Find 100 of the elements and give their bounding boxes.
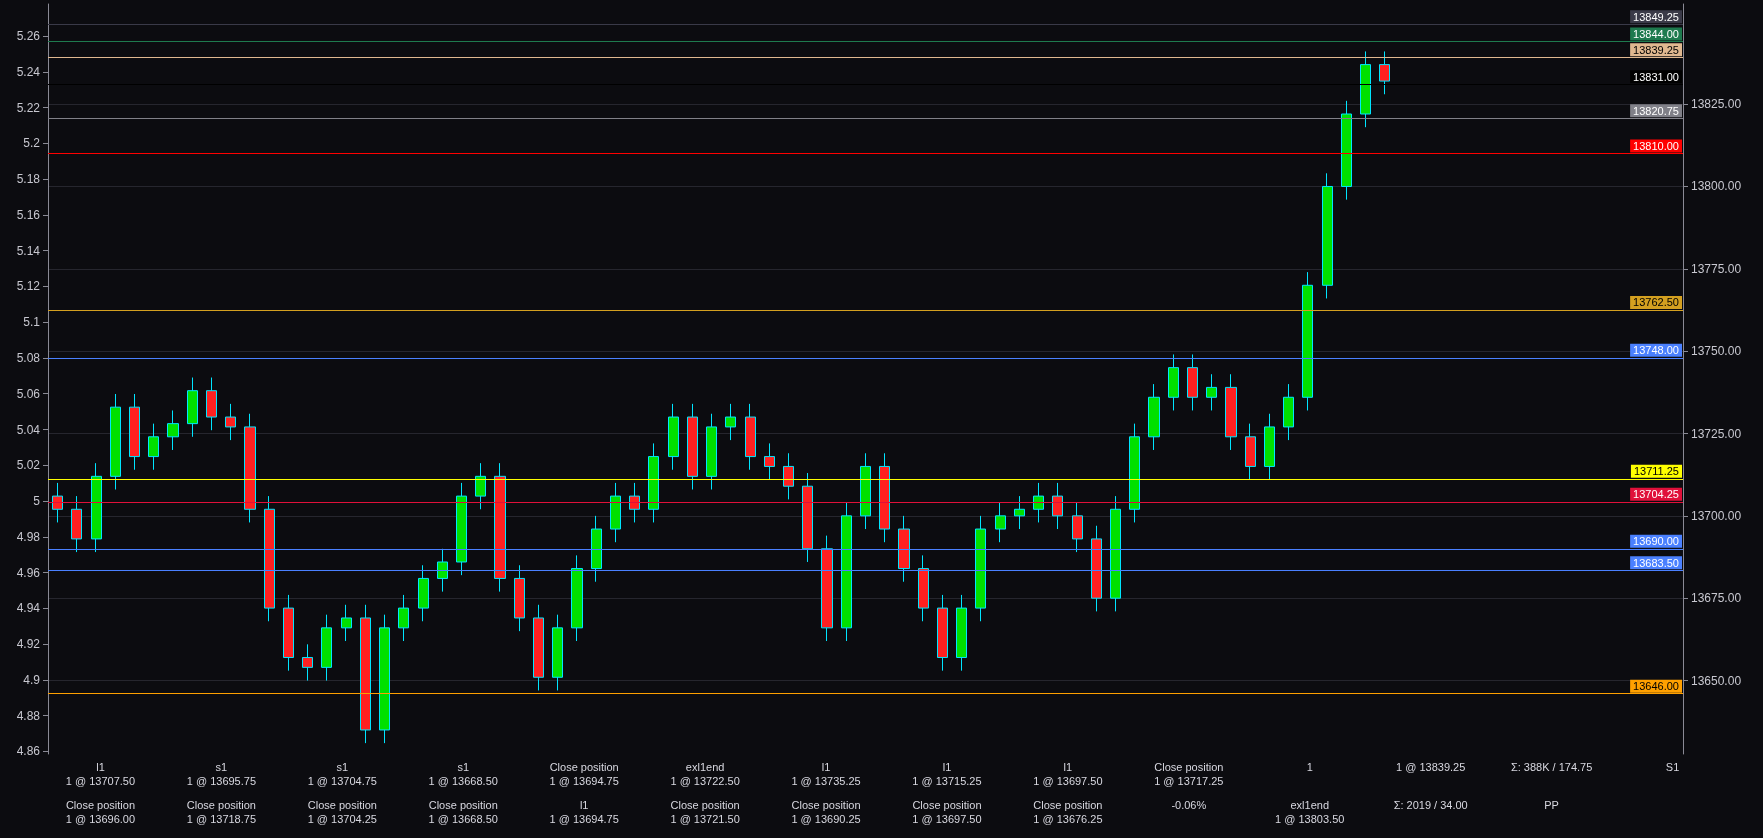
text: l1 1 @ 13697.50 (1033, 761, 1103, 787)
text: Σ: 388K / 174.75 (1510, 761, 1593, 773)
candlestick (898, 515, 910, 583)
candlestick (129, 393, 140, 471)
y2-tick-label: 5 (33, 494, 41, 509)
candlestick (821, 535, 833, 642)
candlestick (552, 614, 563, 691)
candlestick (244, 413, 256, 523)
text: 1 (1306, 761, 1313, 773)
y2-tick-label: 4.92 (16, 637, 41, 652)
candlestick (533, 604, 544, 691)
candlestick (283, 594, 294, 672)
text: Close position 1 @ 13718.75 (186, 799, 257, 825)
text: s1 1 @ 13668.50 (428, 761, 498, 787)
ref-line-label: 13762.50 (1633, 296, 1679, 309)
candlestick (206, 377, 217, 431)
y2-tick-label: 4.96 (16, 565, 41, 580)
candlestick (110, 393, 121, 491)
candlestick (629, 482, 640, 523)
y2-tick-label: 5.08 (16, 350, 41, 365)
y2-tick-label: 4.86 (16, 744, 41, 759)
y2-tick-label: 5.02 (16, 458, 41, 473)
candlestick (1245, 423, 1256, 481)
y2-tick-label: 5.26 (16, 29, 41, 44)
candlestick (975, 515, 986, 622)
y2-tick-label: 5.24 (16, 64, 41, 79)
candlestick (1129, 423, 1140, 523)
candlestick (1148, 383, 1160, 451)
y-tick-label: 13750.00 (1691, 344, 1742, 359)
text: l1 1 @ 13715.25 (912, 761, 982, 787)
candlestick (802, 472, 813, 563)
text: 1 @ 13839.25 (1396, 761, 1466, 773)
candlestick (1322, 172, 1333, 299)
text: Close position 1 @ 13704.25 (307, 799, 377, 825)
y-tick-label: 13700.00 (1691, 508, 1742, 523)
candlestick (841, 502, 852, 642)
y-tick-label: 13675.00 (1691, 591, 1742, 606)
candlestick (437, 548, 448, 593)
candlestick (1072, 502, 1083, 553)
candlestick (514, 564, 525, 632)
candlestick (1014, 495, 1025, 530)
text: s1 1 @ 13695.75 (186, 761, 257, 787)
text: Close position 1 @ 13717.25 (1154, 761, 1224, 787)
y2-tick-label: 5.06 (16, 386, 41, 401)
ref-line-label: 13844.00 (1633, 28, 1679, 41)
candlestick (591, 515, 602, 583)
candlestick (648, 442, 659, 523)
y-tick-label: 13825.00 (1691, 97, 1742, 112)
candlestick (187, 377, 198, 438)
y2-tick-label: 5.22 (16, 100, 41, 115)
candlestick (725, 403, 736, 441)
candlestick (456, 482, 467, 576)
candlestick (148, 423, 159, 471)
ref-line-label: 13748.00 (1633, 344, 1679, 357)
candlestick (321, 614, 332, 682)
text: Close position 1 @ 13668.50 (428, 799, 498, 825)
candlestick (1033, 482, 1044, 523)
y2-tick-label: 5.12 (16, 279, 41, 294)
text: Close position 1 @ 13697.50 (912, 799, 982, 825)
ref-line-label: 13849.25 (1633, 10, 1679, 23)
candlestick (1302, 271, 1313, 411)
candlestick (494, 462, 506, 593)
y2-tick-label: 4.9 (23, 672, 41, 687)
candlestick (1052, 482, 1063, 530)
text: exl1end 1 @ 13722.50 (670, 761, 740, 787)
y2-tick-label: 5.04 (16, 422, 41, 437)
candlestick (918, 554, 929, 622)
y-tick-label: 13800.00 (1691, 179, 1742, 194)
candlestick (302, 643, 313, 682)
y2-tick-label: 5.14 (16, 243, 41, 258)
y-tick-label: 13725.00 (1691, 426, 1742, 441)
ref-line-label: 13711.25 (1633, 465, 1679, 478)
text: PP (1544, 799, 1559, 811)
y2-tick-label: 4.94 (16, 601, 41, 616)
text: l1 1 @ 13694.75 (549, 799, 619, 825)
text: Close position 1 @ 13676.25 (1033, 799, 1103, 825)
text: l1 1 @ 13735.25 (791, 761, 861, 787)
ref-line-label: 13690.00 (1633, 535, 1679, 548)
candlestick (341, 604, 352, 642)
candlestick (668, 403, 679, 471)
candlestick (225, 403, 236, 441)
candlestick (860, 452, 871, 530)
candlestick (1225, 373, 1237, 451)
y-tick-label: 13775.00 (1691, 261, 1742, 276)
candlestick (706, 413, 717, 491)
candlestick (418, 564, 429, 622)
ref-line-label: 13839.25 (1633, 43, 1679, 56)
candlestick (1360, 50, 1371, 128)
candlestick (764, 442, 775, 481)
text: Close position 1 @ 13694.75 (549, 761, 619, 787)
y-tick-label: 13650.00 (1691, 673, 1742, 688)
y2-tick-label: 5.18 (16, 172, 41, 187)
candlestick (745, 403, 756, 471)
candlestick (956, 594, 967, 672)
ref-line-label: 13820.75 (1633, 104, 1679, 117)
candlestick (264, 495, 275, 622)
y2-tick-label: 5.2 (23, 136, 41, 151)
ref-line-label: 13810.00 (1633, 140, 1679, 153)
candlestick (1264, 413, 1275, 481)
candlestick (1379, 50, 1390, 95)
